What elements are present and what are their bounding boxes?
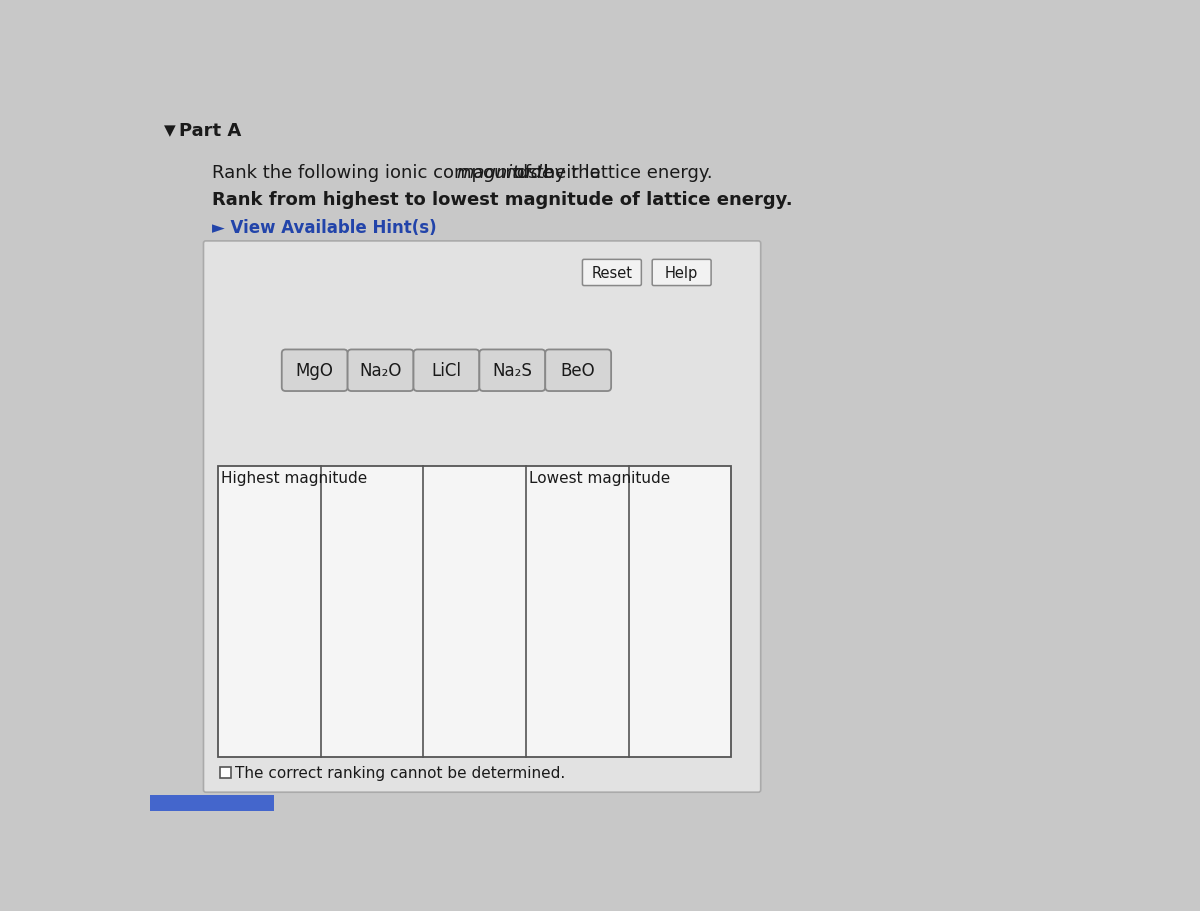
Text: Reset: Reset	[592, 266, 632, 281]
Text: The correct ranking cannot be determined.: The correct ranking cannot be determined…	[235, 765, 565, 780]
FancyBboxPatch shape	[582, 260, 641, 286]
Bar	[218, 467, 731, 757]
FancyBboxPatch shape	[653, 260, 712, 286]
Text: MgO: MgO	[295, 362, 334, 380]
Text: Highest magnitude: Highest magnitude	[221, 470, 367, 485]
Text: ▼: ▼	[164, 123, 175, 138]
Text: BeO: BeO	[560, 362, 595, 380]
Text: Help: Help	[665, 266, 698, 281]
FancyBboxPatch shape	[348, 350, 414, 392]
Text: ► View Available Hint(s): ► View Available Hint(s)	[212, 219, 437, 237]
FancyBboxPatch shape	[479, 350, 545, 392]
Bar	[150, 795, 274, 811]
Text: of their lattice energy.: of their lattice energy.	[509, 163, 713, 181]
Text: Lowest magnitude: Lowest magnitude	[529, 470, 671, 485]
Text: Rank the following ionic compounds by the: Rank the following ionic compounds by th…	[212, 163, 606, 181]
Bar	[220, 767, 230, 778]
Text: Na₂S: Na₂S	[492, 362, 533, 380]
Text: Part A: Part A	[180, 122, 241, 140]
Text: Rank from highest to lowest magnitude of lattice energy.: Rank from highest to lowest magnitude of…	[212, 191, 793, 209]
FancyBboxPatch shape	[282, 350, 348, 392]
FancyBboxPatch shape	[545, 350, 611, 392]
FancyBboxPatch shape	[204, 241, 761, 793]
Text: magnitude: magnitude	[456, 163, 553, 181]
Text: Na₂O: Na₂O	[359, 362, 402, 380]
FancyBboxPatch shape	[414, 350, 479, 392]
Text: LiCl: LiCl	[432, 362, 462, 380]
